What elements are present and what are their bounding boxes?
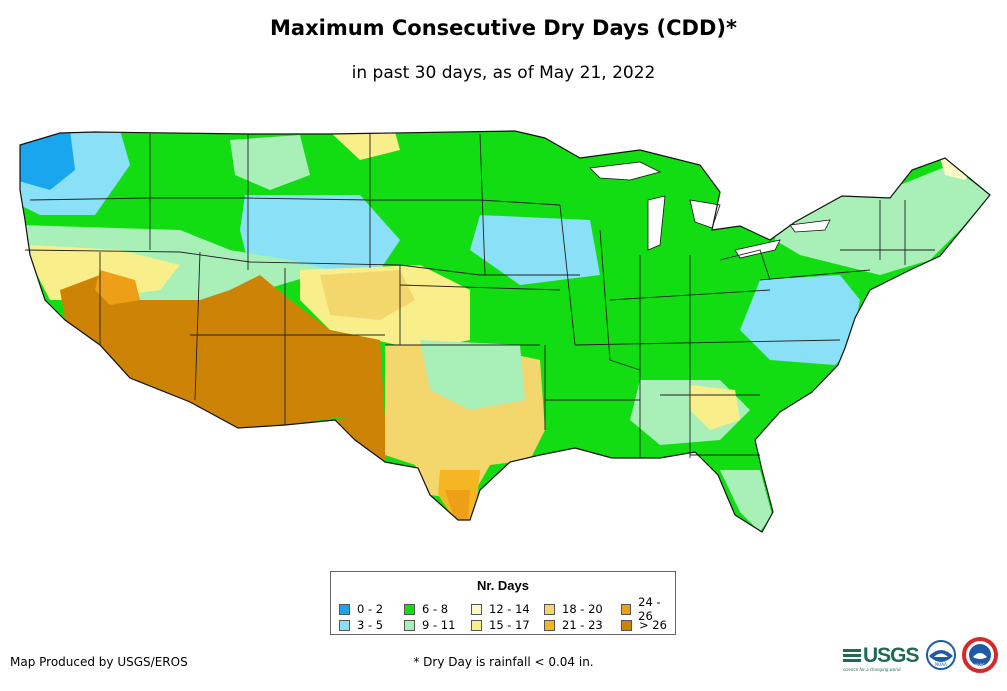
noaa-logo-text: NOAA <box>935 662 947 667</box>
legend-swatch <box>544 619 555 631</box>
legend-item: 3 - 5 <box>339 618 383 632</box>
legend-swatch <box>339 603 350 615</box>
zone-9-11-new-england <box>775 165 990 275</box>
nws-logo-icon: NWS <box>962 637 998 673</box>
legend-label: 18 - 20 <box>562 602 603 616</box>
legend-label: 3 - 5 <box>357 618 384 632</box>
legend-item: 15 - 17 <box>471 618 530 632</box>
footnote-text: * Dry Day is rainfall < 0.04 in. <box>413 655 594 669</box>
legend-label: > 26 <box>639 618 667 632</box>
us-map <box>19 130 991 533</box>
usgs-tagline: science for a changing world <box>843 667 901 672</box>
legend-title: Nr. Days <box>476 578 530 593</box>
zone-9-11-florida <box>720 470 772 532</box>
zone-9-11-montana <box>230 135 310 190</box>
noaa-logo-icon: NOAA <box>926 640 956 670</box>
legend-label: 6 - 8 <box>422 602 449 616</box>
state-borders <box>24 133 935 458</box>
lake-ontario <box>789 219 831 233</box>
nws-logo-text: NWS <box>975 663 985 668</box>
legend-label: 15 - 17 <box>489 618 530 632</box>
legend-item: 18 - 20 <box>544 602 603 616</box>
legend-swatch <box>471 603 482 615</box>
us-outline <box>19 130 991 533</box>
legend-item: 0 - 2 <box>339 602 383 616</box>
usgs-wave-icon <box>843 649 861 662</box>
legend-swatch <box>404 619 415 631</box>
zone-over-26-southwest <box>60 275 385 428</box>
zone-3-5-wyoming <box>240 195 400 270</box>
credit-text: Map Produced by USGS/EROS <box>10 655 188 669</box>
zone-0-2-washington <box>20 131 75 190</box>
zone-over-26-west-texas <box>330 415 400 465</box>
usgs-wordmark: USGS <box>863 644 920 667</box>
zone-3-5-mid-atlantic <box>740 275 860 365</box>
zone-15-17-georgia <box>690 385 740 430</box>
great-lakes <box>589 161 831 259</box>
legend-label: 12 - 14 <box>489 602 530 616</box>
legend-item: > 26 <box>621 618 667 632</box>
legend-swatch <box>471 619 482 631</box>
map-subtitle: in past 30 days, as of May 21, 2022 <box>351 63 656 83</box>
legend-swatch <box>544 603 555 615</box>
legend-swatch <box>339 619 350 631</box>
legend-swatch <box>404 603 415 615</box>
map-title: Maximum Consecutive Dry Days (CDD)* <box>270 16 737 40</box>
zone-24-26-rio-grande <box>445 490 470 520</box>
legend-swatch <box>621 619 632 631</box>
legend-box: Nr. Days 0 - 2 3 - 5 6 - 8 9 - 11 12 - 14 15 … <box>330 571 676 635</box>
legend-label: 24 - 26 <box>638 595 661 623</box>
lake-michigan <box>647 195 666 251</box>
dry-days-fill <box>20 131 990 532</box>
zone-18-20-colorado <box>320 270 415 320</box>
lake-superior <box>589 161 662 181</box>
legend-swatch <box>621 603 632 615</box>
zone-24-26-nevada <box>95 270 140 305</box>
legend-item: 24 - 26 <box>621 595 675 623</box>
zone-9-11-oklahoma <box>420 340 525 410</box>
legend-item: 6 - 8 <box>404 602 448 616</box>
zone-3-5-iowa <box>470 215 600 285</box>
legend-item: 12 - 14 <box>471 602 530 616</box>
legend-label: 0 - 2 <box>357 602 384 616</box>
zone-15-17-montana-north <box>330 132 400 160</box>
legend-item: 21 - 23 <box>544 618 603 632</box>
legend-label: 9 - 11 <box>422 618 456 632</box>
usgs-logo: USGS science for a changing world <box>843 642 920 672</box>
legend-label: 21 - 23 <box>562 618 603 632</box>
legend-item: 9 - 11 <box>404 618 455 632</box>
